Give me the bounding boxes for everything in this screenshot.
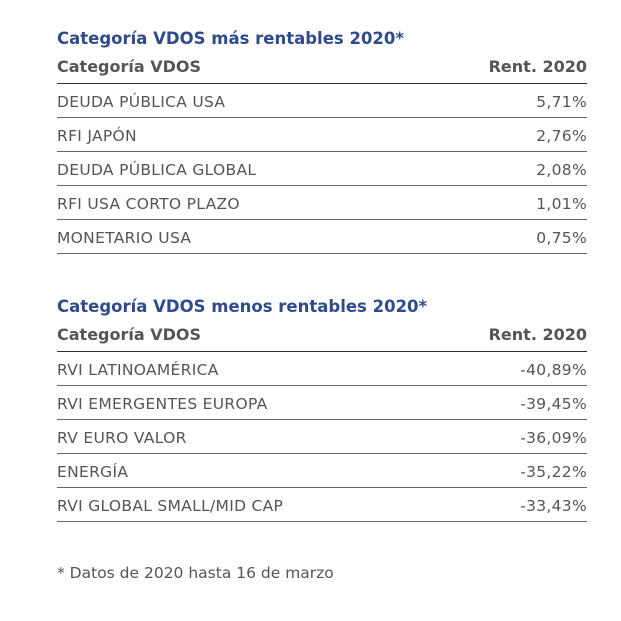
table-cell: MONETARIO USA [57,229,192,247]
table-cell: RVI GLOBAL SMALL/MID CAP [57,497,284,515]
table-cell: RVI EMERGENTES EUROPA [57,395,268,413]
table-cell: ENERGÍA [57,463,129,481]
table-cell: DEUDA PÚBLICA USA [57,93,226,111]
table-block: Categoría VDOS más rentables 2020* Catego… [57,26,587,254]
table-title: Categoría VDOS más rentables 2020* [57,29,405,48]
header-cell: Categoría VDOS [57,325,202,344]
table-cell: 1,01% [536,195,587,213]
table-row: RVI EMERGENTES EUROPA -39,45% [57,386,587,420]
table-cell: -35,22% [520,463,587,481]
table-cell: RFI JAPÓN [57,127,137,145]
table-row: RVI LATINOAMÉRICA -40,89% [57,352,587,386]
table-block: Categoría VDOS menos rentables 2020* Cate… [57,294,587,522]
table-row: DEUDA PÚBLICA USA 5,71% [57,84,587,118]
table-cell: -39,45% [520,395,587,413]
table-row: MONETARIO USA 0,75% [57,220,587,254]
table-cell: -40,89% [520,361,587,379]
table-cell: -33,43% [520,497,587,515]
table-row: RVI GLOBAL SMALL/MID CAP -33,43% [57,488,587,522]
table-cell: 5,71% [536,93,587,111]
table-cell: 0,75% [536,229,587,247]
header-cell: Categoría VDOS [57,57,202,76]
table-row: RV EURO VALOR -36,09% [57,420,587,454]
table-cell: 2,76% [536,127,587,145]
table-cell: RV EURO VALOR [57,429,187,447]
table-cell: RVI LATINOAMÉRICA [57,361,219,379]
table-title: Categoría VDOS menos rentables 2020* [57,297,428,316]
table-cell: 2,08% [536,161,587,179]
header-row: Categoría VDOS Rent. 2020 [57,320,587,352]
table-row: ENERGÍA -35,22% [57,454,587,488]
table-cell: -36,09% [520,429,587,447]
table-row: RFI USA CORTO PLAZO 1,01% [57,186,587,220]
header-row: Categoría VDOS Rent. 2020 [57,52,587,84]
header-cell: Rent. 2020 [488,57,587,76]
footnote: * Datos de 2020 hasta 16 de marzo [57,564,334,582]
table-row: RFI JAPÓN 2,76% [57,118,587,152]
table-cell: DEUDA PÚBLICA GLOBAL [57,161,257,179]
header-cell: Rent. 2020 [488,325,587,344]
table-row: DEUDA PÚBLICA GLOBAL 2,08% [57,152,587,186]
table-cell: RFI USA CORTO PLAZO [57,195,240,213]
